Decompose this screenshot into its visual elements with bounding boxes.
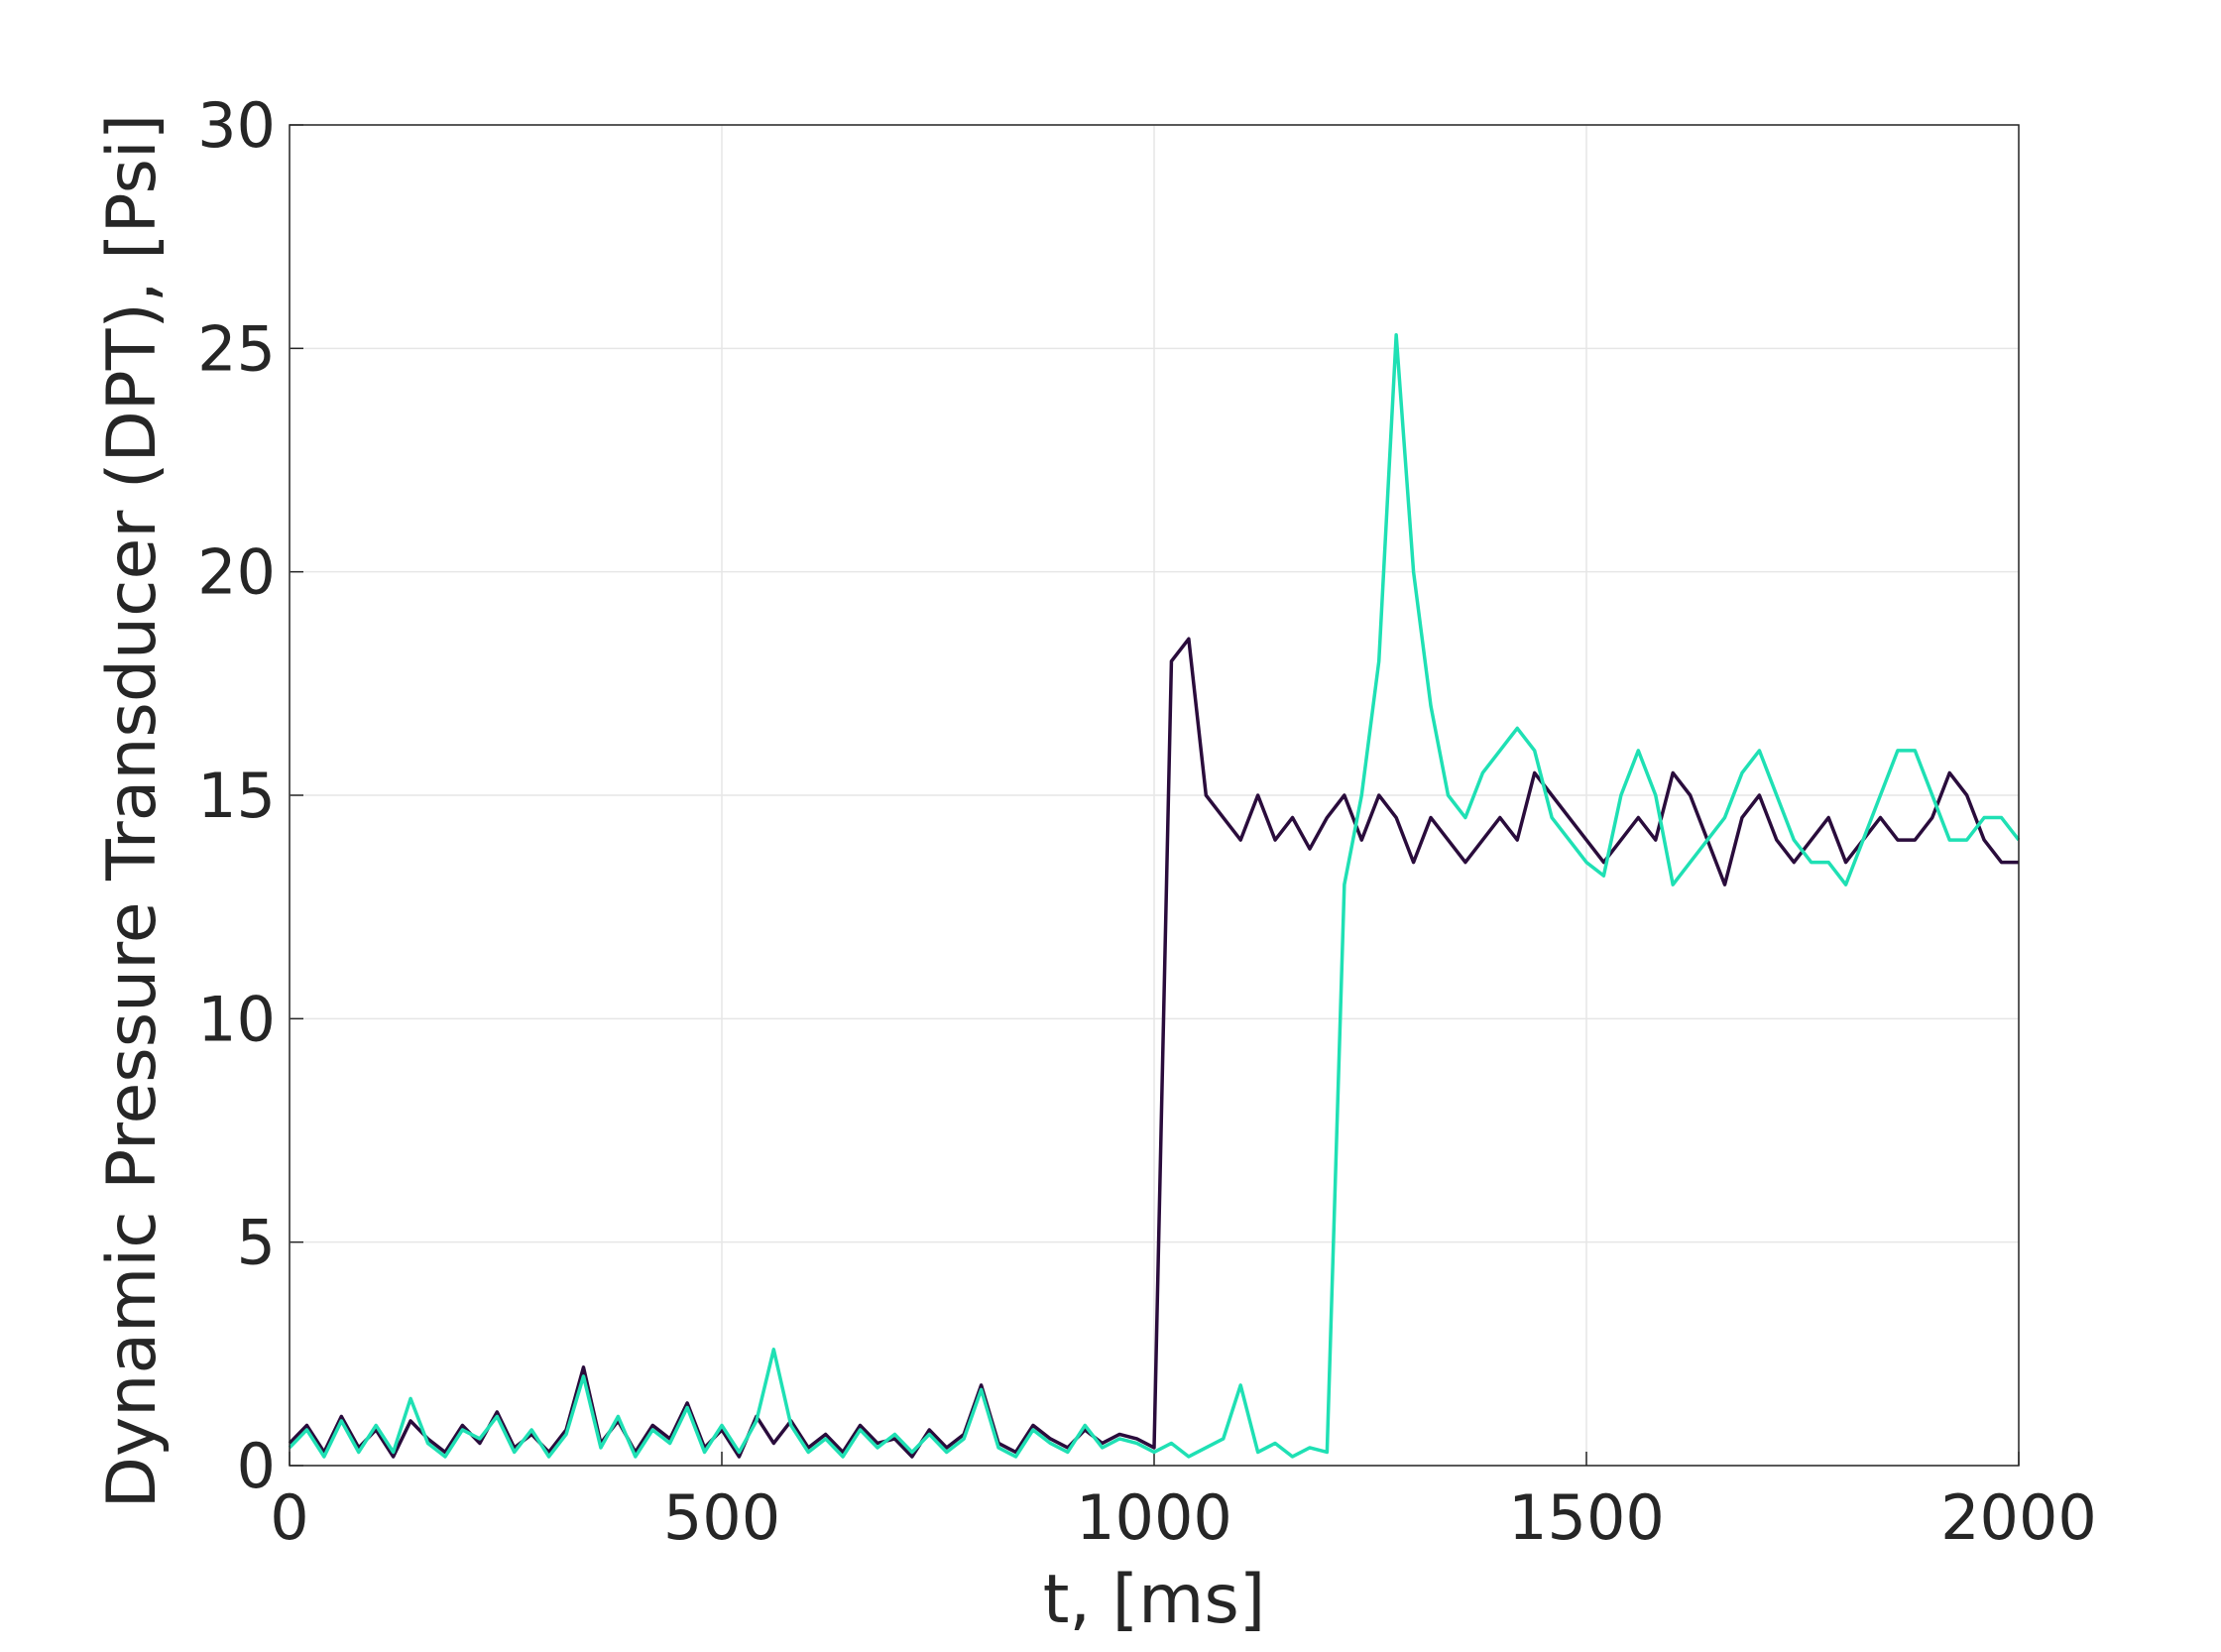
x-tick-label: 1500	[1508, 1481, 1665, 1554]
y-axis-label: Dynamic Pressure Transducer (DPT), [Psi]	[93, 114, 172, 1509]
y-tick-label: 30	[197, 89, 276, 162]
x-axis-label: t, [ms]	[1043, 1561, 1266, 1639]
line-series	[288, 637, 2019, 1459]
plot-frame	[289, 124, 2020, 1467]
y-tick-label: 25	[197, 312, 276, 385]
y-tick-label: 10	[197, 983, 276, 1055]
x-tick-label: 0	[270, 1481, 308, 1554]
x-tick-label: 500	[663, 1481, 780, 1554]
y-tick-label: 20	[197, 536, 276, 609]
y-tick-label: 15	[197, 760, 276, 832]
line-series	[288, 333, 2021, 1459]
y-tick-label: 0	[237, 1430, 276, 1502]
x-tick-label: 1000	[1076, 1481, 1232, 1554]
x-tick-label: 2000	[1940, 1481, 2097, 1554]
y-tick-label: 5	[237, 1207, 276, 1279]
